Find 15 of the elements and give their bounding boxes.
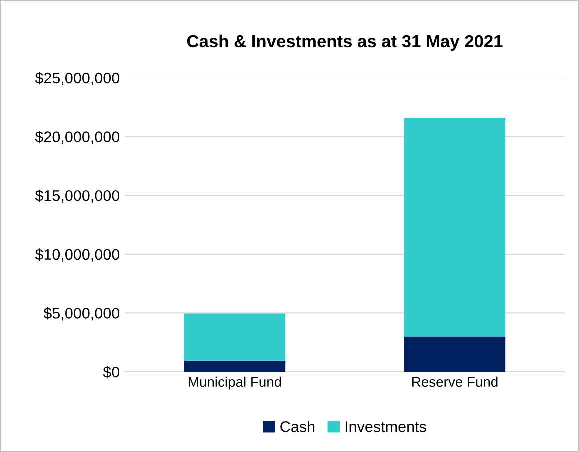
legend-label: Investments	[346, 422, 426, 432]
bar	[404, 336, 506, 372]
legend-label: Cash	[280, 421, 315, 432]
y-tick-label: $15,000,000	[35, 190, 120, 204]
x-tick-label: Reserve Fund	[412, 376, 498, 388]
bar	[404, 118, 506, 337]
chart-title: Cash & Investments as at 31 May 2021	[187, 34, 503, 52]
bar	[184, 360, 286, 372]
y-tick-label: $5,000,000	[44, 307, 120, 321]
y-tick-label: $20,000,000	[35, 131, 120, 144]
y-tick-label: $25,000,000	[35, 72, 120, 86]
y-tick-label: $0	[103, 366, 120, 379]
bar	[184, 314, 286, 361]
y-tick-label: $10,000,000	[35, 248, 120, 262]
x-tick-label: Municipal Fund	[189, 376, 282, 390]
